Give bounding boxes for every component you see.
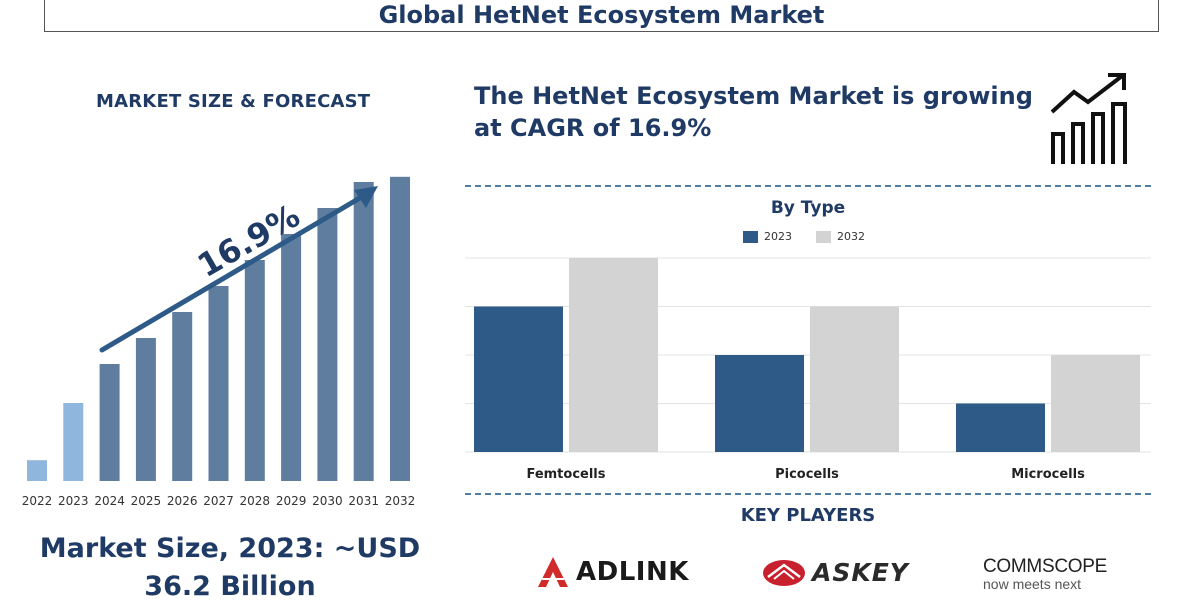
forecast-tick-2029: 2029 <box>276 494 307 508</box>
growth-arrow-line <box>99 189 373 353</box>
forecast-heading: MARKET SIZE & FORECAST <box>96 91 371 112</box>
commscope-tagline: now meets next <box>983 576 1082 592</box>
page-title: Global HetNet Ecosystem Market <box>378 0 825 29</box>
askey-name: ASKEY <box>812 558 909 587</box>
market-size-text: Market Size, 2023: ~USD 36.2 Billion <box>20 530 440 606</box>
forecast-tick-2023: 2023 <box>58 494 89 508</box>
forecast-bar-2031 <box>353 182 374 481</box>
by-type-bar-femtocells-2032 <box>569 258 658 452</box>
forecast-tick-2032: 2032 <box>385 494 416 508</box>
forecast-tick-2030: 2030 <box>312 494 343 508</box>
by-type-legend: 2023 2032 <box>743 230 889 243</box>
legend-label-2023: 2023 <box>764 230 792 243</box>
divider-bottom <box>465 493 1151 495</box>
forecast-bar-2027 <box>208 286 229 481</box>
by-type-bar-microcells-2032 <box>1051 355 1140 452</box>
forecast-bar-2028 <box>244 260 265 481</box>
forecast-bar-2025 <box>135 338 156 481</box>
market-size-line1: Market Size, 2023: ~USD <box>39 533 421 564</box>
legend-swatch-2023 <box>743 230 758 243</box>
forecast-bar-2026 <box>172 312 193 481</box>
growth-chart-icon <box>1050 73 1127 164</box>
key-players-title: KEY PLAYERS <box>740 505 876 526</box>
growth-arrow-head <box>354 186 378 208</box>
by-type-bar-femtocells-2023 <box>474 306 563 452</box>
forecast-bar-2023 <box>63 403 84 481</box>
forecast-tick-2022: 2022 <box>22 494 53 508</box>
title-box: Global HetNet Ecosystem Market <box>44 0 1159 32</box>
forecast-tick-2024: 2024 <box>94 494 125 508</box>
legend-label-2032: 2032 <box>837 230 865 243</box>
forecast-chart: 2022 2023 2024 2025 2026 2027 2028 2029 2030 2031… <box>22 176 416 508</box>
forecast-bar-2032 <box>390 176 410 482</box>
by-type-tick-femtocells: Femtocells <box>526 467 605 482</box>
by-type-tick-picocells: Picocells <box>775 467 839 482</box>
cagr-headline-line1: The HetNet Ecosystem Market is growing <box>474 82 1033 110</box>
adlink-name: ADLINK <box>576 557 689 587</box>
by-type-bar-picocells-2023 <box>715 355 804 452</box>
forecast-tick-2025: 2025 <box>131 494 162 508</box>
divider-top <box>465 185 1151 187</box>
commscope-name: COMMSCOPE <box>983 556 1107 577</box>
forecast-bar-2022 <box>27 460 47 481</box>
forecast-bar-2029 <box>281 234 302 481</box>
forecast-bar-2024 <box>99 364 120 481</box>
by-type-chart: Femtocells Picocells Microcells <box>465 257 1151 482</box>
market-size-line2: 36.2 Billion <box>144 571 316 602</box>
by-type-bar-microcells-2023 <box>956 403 1045 452</box>
by-type-title: By Type <box>770 198 846 218</box>
commscope-logo: COMMSCOPE now meets next <box>983 556 1107 592</box>
adlink-logo: ADLINK <box>536 555 689 589</box>
forecast-tick-2028: 2028 <box>240 494 271 508</box>
cagr-headline-line2: at CAGR of 16.9% <box>474 114 712 142</box>
askey-mark-icon <box>763 559 805 586</box>
forecast-bar-2030 <box>317 208 338 481</box>
forecast-tick-2031: 2031 <box>348 494 379 508</box>
by-type-bar-picocells-2032 <box>810 306 899 452</box>
askey-logo: ASKEY <box>762 558 909 587</box>
adlink-mark-icon <box>538 557 568 587</box>
by-type-tick-microcells: Microcells <box>1011 467 1085 482</box>
cagr-headline: The HetNet Ecosystem Market is growing a… <box>474 80 1044 144</box>
legend-swatch-2032 <box>816 230 831 243</box>
forecast-tick-2027: 2027 <box>203 494 234 508</box>
forecast-tick-2026: 2026 <box>167 494 198 508</box>
